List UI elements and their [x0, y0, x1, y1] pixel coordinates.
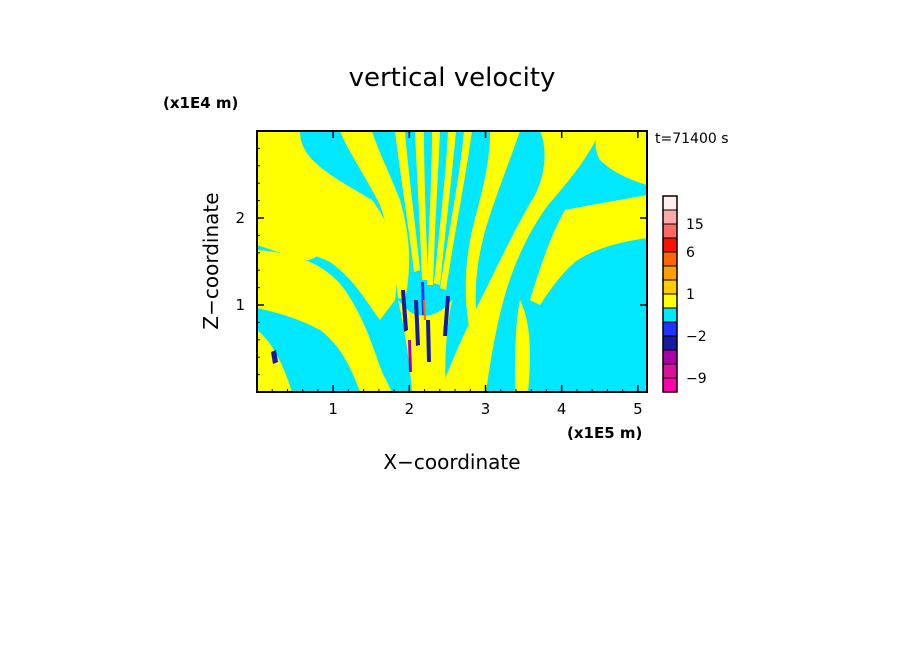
field-band	[395, 131, 420, 272]
x-tick-label: 3	[481, 400, 491, 418]
field-band	[340, 131, 410, 300]
field-core	[426, 320, 431, 362]
time-label: t=71400 s	[655, 131, 729, 147]
colorbar-cell	[662, 335, 678, 351]
field-band	[415, 131, 428, 280]
field-band	[465, 131, 520, 332]
plot-frame	[256, 130, 648, 393]
field-band	[595, 131, 647, 185]
colorbar-cell	[662, 321, 678, 337]
colorbar-cell	[662, 237, 678, 253]
colorbar-label: −2	[686, 329, 707, 345]
colorbar-cell	[662, 293, 678, 309]
field-core	[423, 300, 426, 320]
field-band	[257, 131, 397, 320]
x-axis: 1 2 3 4 5	[271, 131, 643, 418]
x-tick-label: 1	[328, 400, 338, 418]
x-tick-label: 4	[557, 400, 567, 418]
colorbar-cell	[662, 349, 678, 365]
y-tick-label: 2	[235, 209, 245, 227]
field-band	[530, 195, 647, 305]
y-axis-label: Z−coordinate	[199, 192, 223, 329]
field-band	[257, 190, 321, 261]
field-core	[408, 340, 412, 372]
field-band	[515, 300, 530, 392]
colorbar-label: −9	[686, 371, 707, 387]
colorbar-label: 6	[686, 245, 695, 261]
y-axis: 12	[235, 147, 647, 376]
colorbar-cell	[662, 307, 678, 323]
field-core	[271, 350, 278, 364]
y-tick-label: 1	[235, 296, 245, 314]
colorbar	[662, 195, 678, 393]
colorbar-label: 1	[686, 287, 695, 303]
field-band	[440, 131, 472, 290]
x-tick-label: 2	[405, 400, 415, 418]
x-tick-label: 5	[633, 400, 643, 418]
heatmap-field	[257, 131, 647, 392]
colorbar-labels: 15 6 1 −2 −9	[686, 217, 707, 387]
field-core	[401, 290, 408, 332]
colorbar-cell	[662, 279, 678, 295]
field-core	[443, 296, 450, 336]
colorbar-label: 15	[686, 217, 704, 233]
field-band	[257, 250, 392, 392]
colorbar-frame	[662, 195, 678, 393]
field-band	[434, 131, 456, 285]
colorbar-cell	[662, 223, 678, 239]
x-axis-label: X−coordinate	[383, 450, 520, 474]
chart-title: vertical velocity	[349, 63, 556, 93]
x-unit-label: (x1E5 m)	[567, 424, 642, 442]
colorbar-cell	[662, 209, 678, 225]
colorbar-cell	[662, 251, 678, 267]
colorbar-cell	[662, 377, 678, 393]
y-unit-label: (x1E4 m)	[163, 94, 238, 112]
colorbar-cell	[662, 265, 678, 281]
colorbar-cell	[662, 195, 678, 211]
field-core	[414, 300, 420, 346]
field-band	[440, 131, 600, 392]
colorbar-cell	[662, 363, 678, 379]
field-band	[427, 131, 440, 285]
